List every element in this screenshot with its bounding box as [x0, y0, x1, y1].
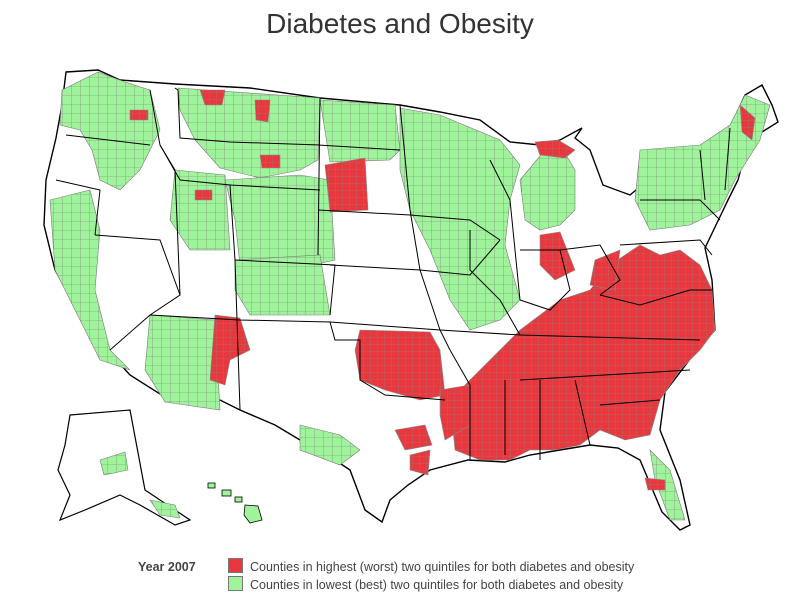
legend-item-best: Counties in lowest (best) two quintiles …: [228, 576, 623, 592]
alaska: [57, 409, 192, 526]
legend-label-best: Counties in lowest (best) two quintiles …: [250, 578, 624, 592]
legend-swatch-red: [228, 558, 243, 573]
legend-label-worst: Counties in highest (worst) two quintile…: [250, 560, 635, 574]
us-county-map: [43, 69, 779, 531]
legend-year: Year 2007: [138, 560, 196, 574]
worst-quintile-regions: [129, 89, 756, 491]
best-quintile-regions: [49, 71, 771, 521]
map-title: Diabetes and Obesity: [266, 8, 534, 39]
legend-swatch-green: [228, 576, 243, 591]
legend-item-worst: Counties in highest (worst) two quintile…: [228, 558, 634, 574]
hawaii: [207, 482, 263, 524]
state-borders: [55, 87, 731, 460]
